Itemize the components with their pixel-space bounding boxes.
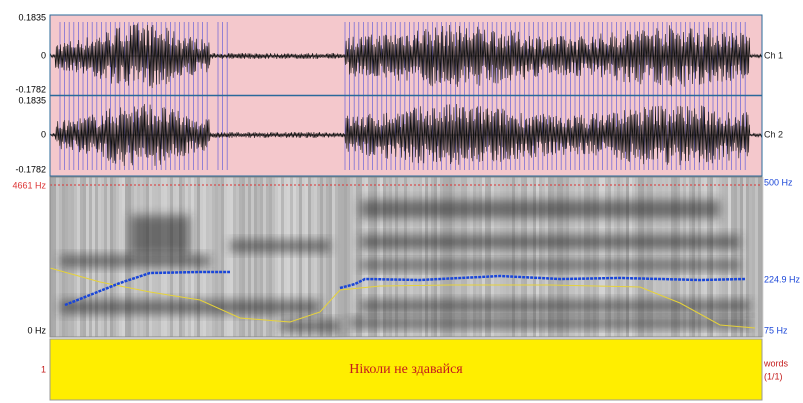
ch2-max: 0.1835 xyxy=(18,95,46,105)
ch2-label[interactable]: Ch 2 xyxy=(764,129,783,139)
spectrogram xyxy=(50,177,764,337)
formant-band xyxy=(350,318,750,328)
spectrogram-column xyxy=(728,177,731,337)
tier-number: 1 xyxy=(41,364,46,374)
tier-count: (1/1) xyxy=(764,371,783,381)
formant-band xyxy=(60,255,210,267)
spectrogram-column xyxy=(332,177,335,337)
interval-text[interactable]: Ніколи не здавайся xyxy=(349,362,463,377)
ch2-min: -0.1782 xyxy=(15,164,46,174)
spectrogram-bottom: 0 Hz xyxy=(27,325,46,335)
spectrogram-column xyxy=(746,177,749,337)
spectrogram-column xyxy=(347,177,350,337)
praat-editor: Ніколи не здавайся 0.1835 0 -0.1782 Ch 1… xyxy=(0,0,803,403)
ch1-max: 0.1835 xyxy=(18,12,46,22)
spectrogram-column xyxy=(722,177,725,337)
spectrogram-column xyxy=(752,177,755,337)
spectrogram-column xyxy=(743,177,746,337)
formant-band xyxy=(230,240,330,252)
spectrogram-column xyxy=(734,177,737,337)
spectrogram-column xyxy=(749,177,752,337)
spectrogram-column xyxy=(356,177,359,337)
formant-band xyxy=(360,260,740,270)
spectrogram-column xyxy=(758,177,761,337)
spectrogram-column xyxy=(725,177,728,337)
spectrogram-column xyxy=(350,177,353,337)
formant-band xyxy=(360,300,750,312)
spectrogram-column xyxy=(329,177,332,337)
ch1-min: -0.1782 xyxy=(15,84,46,94)
spectrogram-column xyxy=(341,177,344,337)
spectrogram-column xyxy=(737,177,740,337)
spectrogram-column xyxy=(740,177,743,337)
spectrogram-column xyxy=(320,177,323,337)
pitch-bottom: 75 Hz xyxy=(764,325,788,335)
ch1-zero: 0 xyxy=(41,50,46,60)
spectrogram-column xyxy=(53,177,56,337)
spectrogram-column xyxy=(353,177,356,337)
spectrogram-column xyxy=(56,177,59,337)
spectrogram-column xyxy=(755,177,758,337)
formant-band xyxy=(360,235,740,249)
pitch-top: 500 Hz xyxy=(764,177,793,187)
tier-name[interactable]: words xyxy=(763,358,789,368)
formant-band xyxy=(60,300,320,314)
spectrogram-column xyxy=(326,177,329,337)
formant-band xyxy=(360,200,720,218)
ch1-label[interactable]: Ch 1 xyxy=(764,50,783,60)
pitch-current: 224.9 Hz xyxy=(764,274,801,284)
spectrogram-column xyxy=(323,177,326,337)
spectrogram-column xyxy=(344,177,347,337)
spectrogram-column xyxy=(338,177,341,337)
spectrogram-column xyxy=(335,177,338,337)
ch2-zero: 0 xyxy=(41,129,46,139)
spectrogram-column xyxy=(731,177,734,337)
spectrogram-top: 4661 Hz xyxy=(12,180,46,190)
formant-band xyxy=(130,215,190,255)
